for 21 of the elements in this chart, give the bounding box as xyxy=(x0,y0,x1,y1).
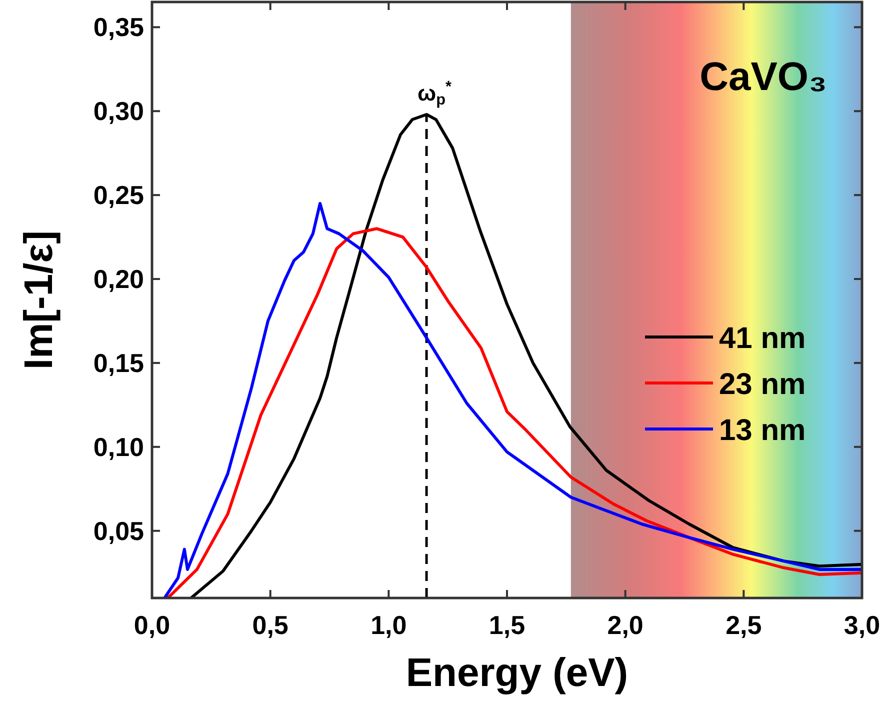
y-tick-label: 0,05 xyxy=(93,516,144,546)
x-tick-label: 1,5 xyxy=(488,610,526,640)
legend-label: 41 nm xyxy=(719,322,806,355)
annotation: CaVO₃ xyxy=(700,55,827,99)
x-tick-label: 0,0 xyxy=(134,610,170,640)
x-axis-title: Energy (eV) xyxy=(406,651,628,695)
y-tick-label: 0,30 xyxy=(93,96,144,126)
legend-label: 23 nm xyxy=(719,368,806,401)
x-tick-label: 2,0 xyxy=(607,610,644,640)
x-tick-label: 0,5 xyxy=(252,610,288,640)
legend-label: 13 nm xyxy=(719,414,806,447)
y-tick-label: 0,15 xyxy=(93,348,144,378)
y-axis-title: Im[-1/ε] xyxy=(17,230,61,370)
x-tick-label: 2,5 xyxy=(726,610,762,640)
y-tick-label: 0,35 xyxy=(93,12,144,42)
line-series xyxy=(190,112,862,598)
x-tick-label: 3,0 xyxy=(844,610,880,640)
x-tick-label: 1,0 xyxy=(370,610,407,640)
y-tick-label: 0,10 xyxy=(93,432,144,462)
y-tick-label: 0,20 xyxy=(93,264,144,294)
y-tick-label: 0,25 xyxy=(93,180,144,210)
